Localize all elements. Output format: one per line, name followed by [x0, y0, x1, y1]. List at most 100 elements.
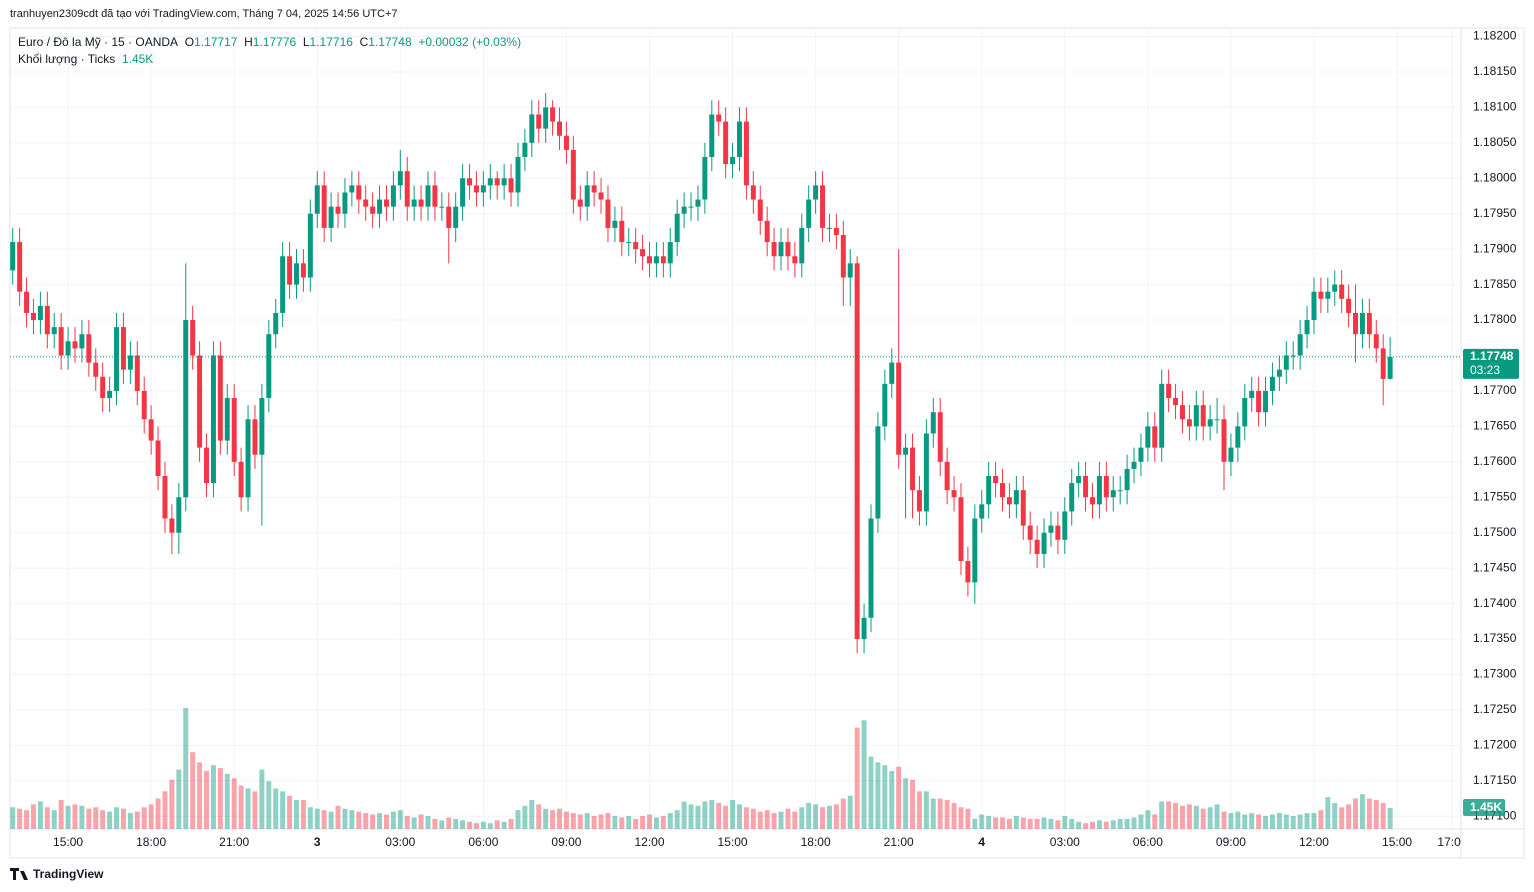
candle-body	[287, 256, 293, 285]
candle-body	[404, 171, 410, 207]
candle-body	[425, 185, 431, 207]
ohlc-letter: O	[184, 35, 195, 49]
candle-body	[155, 440, 161, 476]
candle-body	[1076, 475, 1082, 484]
candle-body	[1152, 426, 1158, 448]
candle-body	[397, 171, 403, 186]
volume-bar	[480, 821, 486, 829]
candle-body	[480, 185, 486, 193]
candle-body	[363, 199, 369, 207]
volume-bar	[626, 815, 632, 829]
candle-body	[238, 461, 244, 498]
volume-bar	[377, 813, 383, 829]
volume-bar	[1048, 818, 1054, 829]
volume-bar	[1020, 817, 1026, 829]
volume-bar	[1076, 821, 1082, 829]
candle-body	[965, 561, 971, 583]
candle-body	[1145, 426, 1151, 448]
candle-body	[377, 199, 383, 214]
candle-body	[1006, 497, 1012, 505]
volume-bar	[1387, 807, 1393, 829]
candle-body	[1166, 383, 1172, 399]
volume-value: 1.45K	[121, 52, 154, 66]
volume-bar	[1089, 821, 1095, 829]
volume-bar	[993, 817, 999, 829]
candle-body	[335, 206, 341, 214]
volume-bar	[536, 804, 542, 829]
volume-bar	[418, 814, 424, 829]
x-tick-label: 06:00	[1133, 835, 1163, 849]
volume-bar	[1359, 794, 1365, 829]
volume-bar	[120, 808, 126, 829]
y-tick-label: 1.17950	[1473, 206, 1517, 220]
candle-body	[743, 121, 749, 186]
candle-body	[598, 192, 604, 200]
candle-body	[910, 447, 916, 491]
volume-bar	[1311, 813, 1317, 829]
candle-body	[833, 227, 839, 235]
candle-body	[24, 291, 30, 313]
candle-body	[660, 256, 666, 264]
volume-bar	[930, 798, 936, 829]
candle-body	[875, 426, 881, 519]
candle-body	[300, 263, 306, 278]
volume-bar	[24, 810, 30, 829]
candle-body	[605, 199, 611, 228]
candle-body	[1318, 291, 1324, 299]
volume-bar	[114, 807, 120, 829]
volume-bar	[543, 808, 549, 829]
volume-bar	[1380, 802, 1386, 829]
candle-body	[916, 490, 922, 512]
candle-body	[1346, 298, 1352, 313]
symbol: Euro / Đô la Mỹ · 15 · OANDA	[18, 35, 179, 49]
candle-body	[114, 327, 120, 391]
volume-bar	[439, 820, 445, 829]
volume-bar	[1290, 815, 1296, 829]
volume-bar	[861, 720, 867, 829]
volume-bar	[370, 814, 376, 829]
candle-body	[536, 114, 542, 129]
candle-body	[1000, 483, 1005, 498]
candle-body	[44, 305, 50, 335]
ohlc-letter: C	[359, 35, 369, 49]
candle-body	[37, 305, 43, 321]
candle-body	[570, 149, 576, 200]
volume-bar	[944, 800, 950, 829]
volume-bar	[1263, 815, 1269, 829]
volume-tag-label: 1.45K	[1470, 800, 1502, 814]
candle-body	[903, 447, 909, 455]
candle-body	[390, 185, 396, 207]
volume-tag	[1463, 798, 1505, 816]
x-tick-label: 15:00	[53, 835, 83, 849]
volume-bar	[750, 808, 756, 829]
volume-bar	[716, 802, 722, 829]
y-tick-label: 1.17800	[1473, 312, 1517, 326]
y-tick-label: 1.17900	[1473, 241, 1517, 255]
volume-bar	[356, 811, 362, 829]
volume-bar	[764, 810, 770, 829]
candle-body	[231, 398, 237, 462]
candle-body	[612, 220, 618, 228]
candle-body	[1332, 284, 1338, 292]
volume-bar	[446, 817, 452, 829]
volume-bar	[494, 820, 500, 829]
candle-body	[799, 227, 805, 264]
change: +0.00032 (+0.03%)	[418, 35, 522, 49]
candle-body	[993, 475, 999, 484]
footer: TradingView	[33, 867, 104, 881]
candle-body	[134, 355, 140, 391]
volume-bar	[916, 791, 922, 829]
volume-bar	[889, 771, 895, 829]
volume-bar	[771, 813, 777, 829]
volume-bar	[799, 807, 805, 829]
candle-body	[1297, 334, 1303, 356]
candle-body	[1027, 525, 1033, 540]
candle-body	[349, 185, 355, 193]
volume-bar	[903, 778, 909, 829]
ohlc-value: 1.17717	[194, 35, 238, 49]
candle-body	[328, 206, 334, 228]
volume-bar	[321, 810, 327, 829]
volume-bar	[1207, 807, 1213, 829]
volume-bar	[515, 810, 521, 829]
